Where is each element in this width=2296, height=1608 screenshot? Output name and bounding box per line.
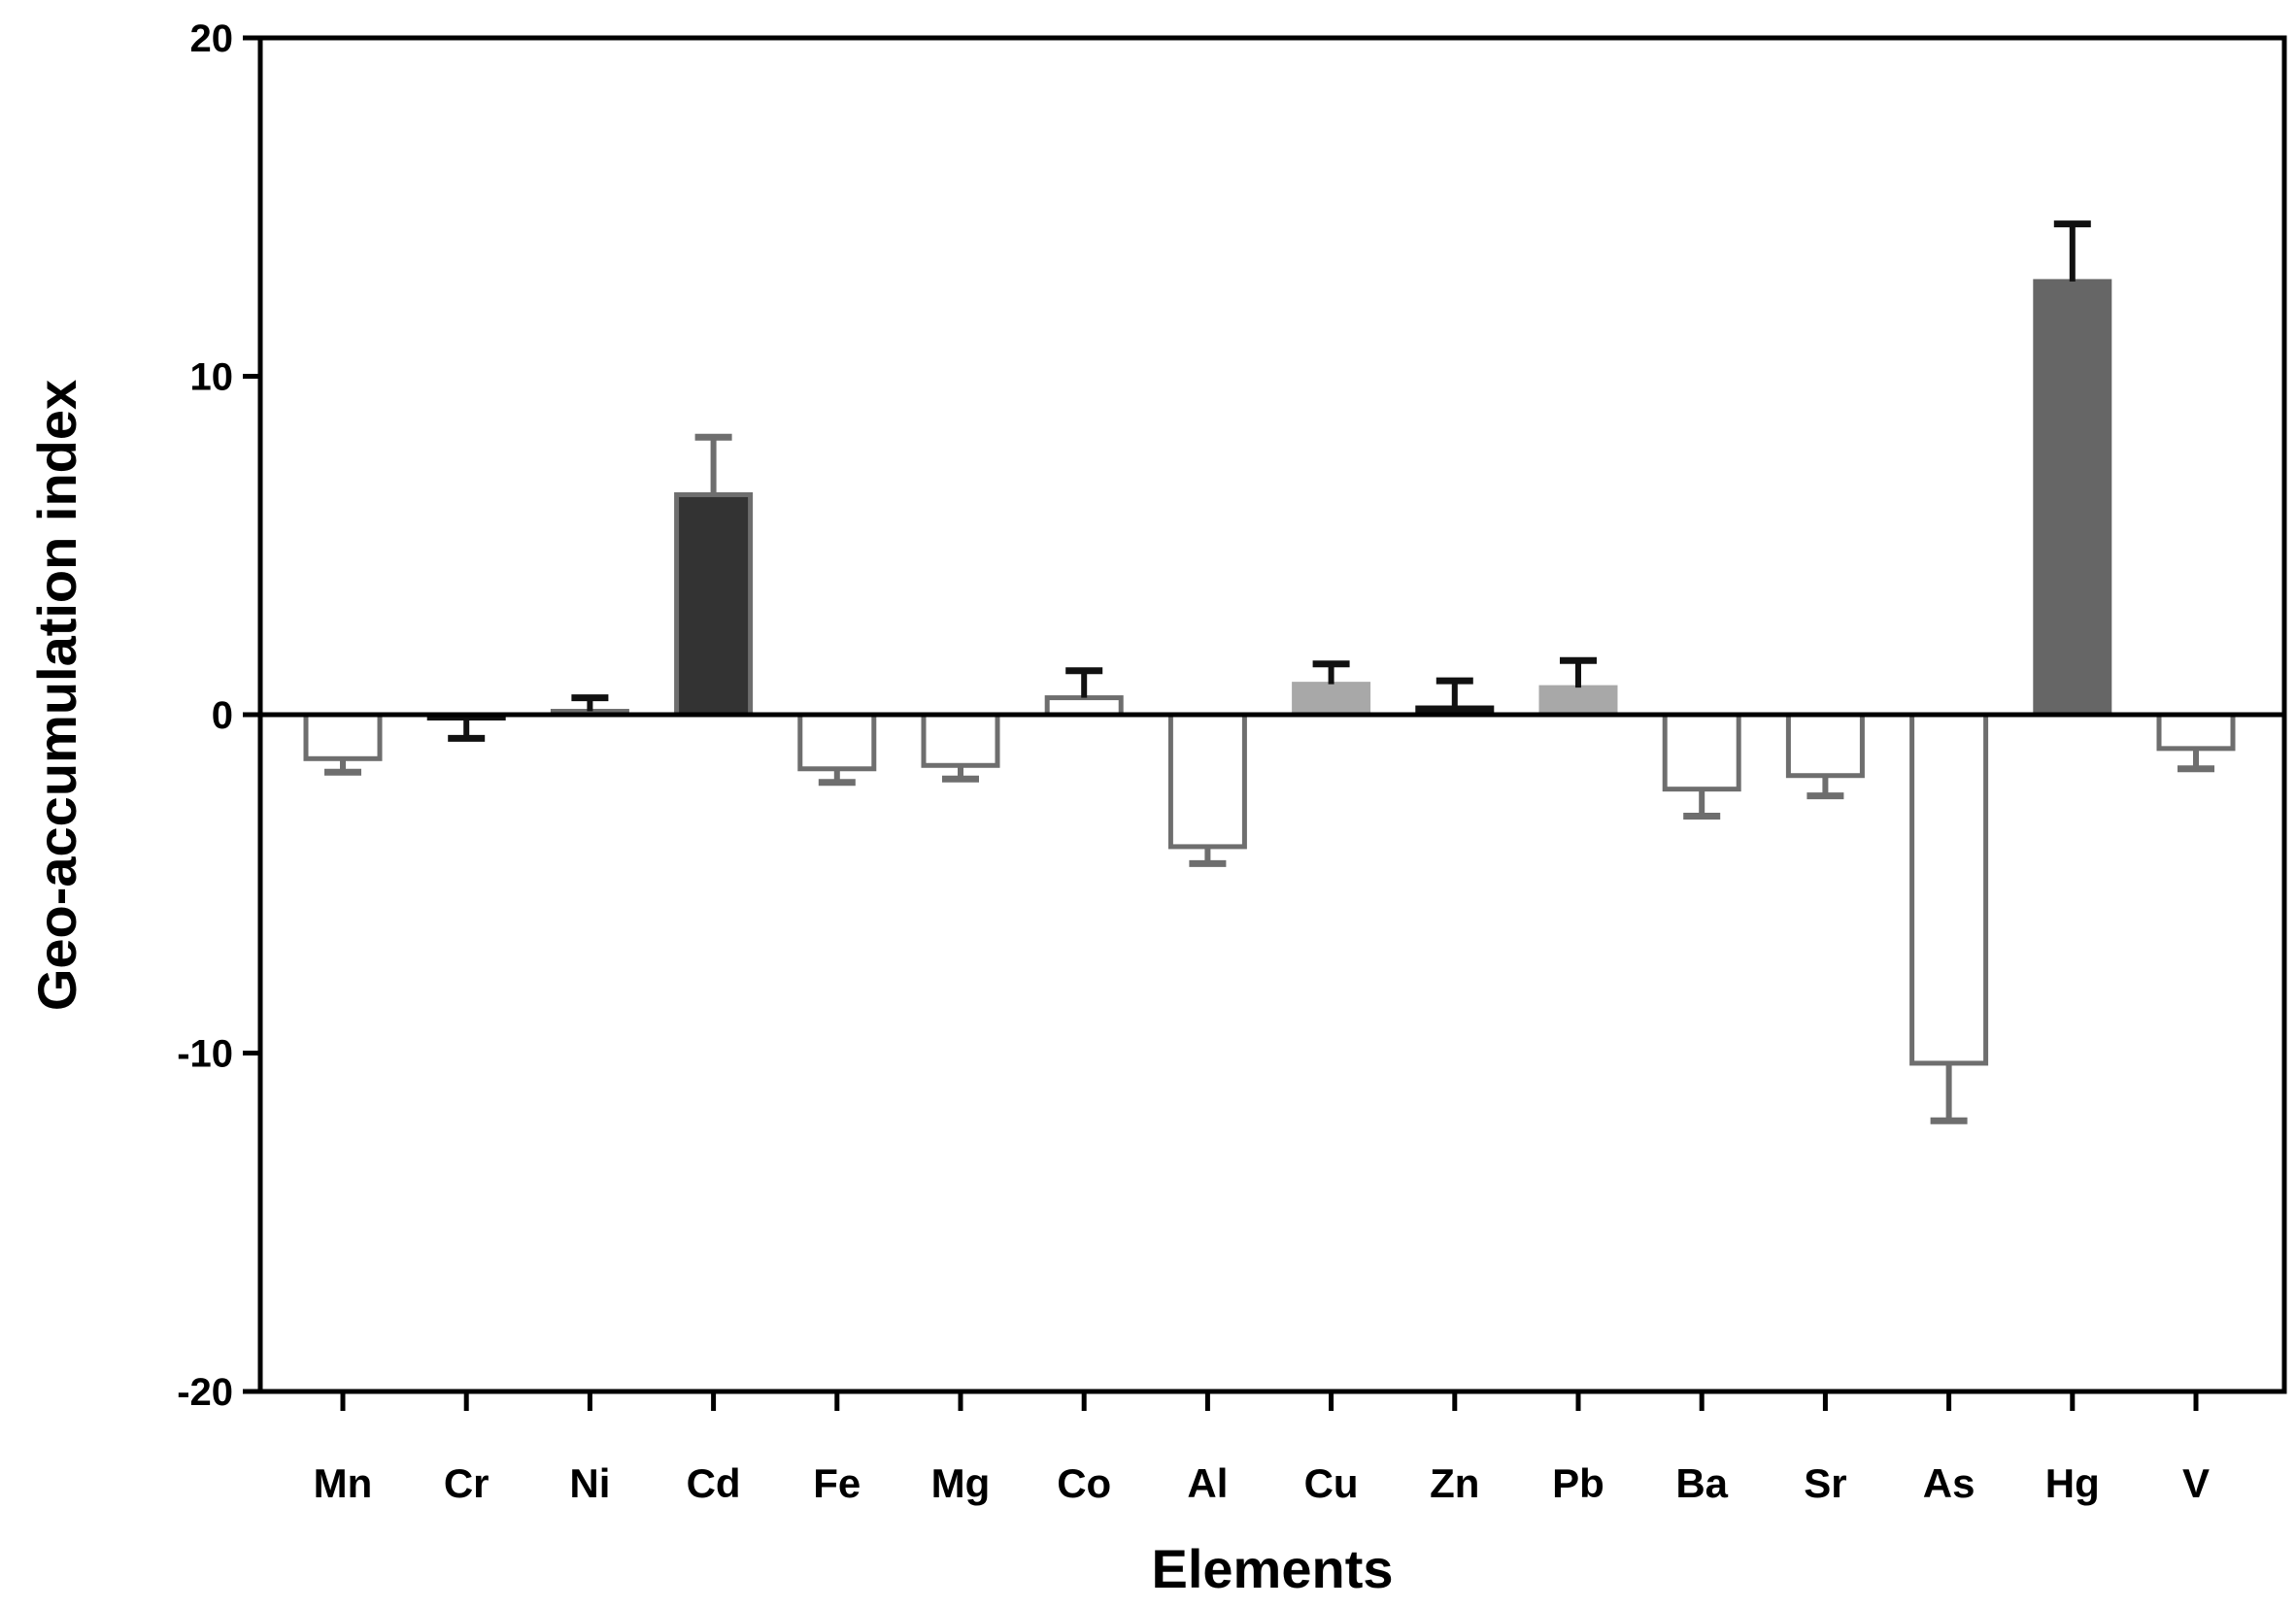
x-tick-label: Mn [314, 1460, 373, 1506]
x-tick-label: Sr [1804, 1460, 1846, 1506]
x-tick-label: Cu [1304, 1460, 1359, 1506]
x-axis-title: Elements [1152, 1538, 1394, 1599]
x-axis: Mn Cr Ni Cd Fe Mg Co Al Cu Zn Pb Ba Sr As Hg V [314, 1391, 2210, 1506]
x-tick-label: V [2182, 1460, 2210, 1506]
bar-as [1909, 712, 1989, 1066]
x-tick-label: Ba [1675, 1460, 1728, 1506]
y-tick-label: 20 [190, 17, 234, 60]
bar-sr [1785, 712, 1865, 779]
bar-mg [921, 712, 1000, 768]
x-tick-label: Hg [2045, 1460, 2100, 1506]
bar-pb [1538, 685, 1618, 718]
x-tick-label: Co [1057, 1460, 1111, 1506]
x-tick-label: Cr [444, 1460, 490, 1506]
bar-al [1167, 712, 1247, 850]
y-axis: -20 -10 0 10 20 [177, 17, 260, 1414]
y-tick-label: 0 [212, 694, 233, 737]
bar-ba [1662, 712, 1741, 792]
bar-fe [797, 712, 877, 772]
bar-co [1044, 695, 1124, 718]
y-tick-label: -20 [177, 1371, 233, 1414]
x-tick-label: Ni [569, 1460, 610, 1506]
x-tick-label: Al [1187, 1460, 1228, 1506]
bar-cu [1292, 682, 1371, 718]
x-tick-label: As [1923, 1460, 1975, 1506]
error-bars-layer [324, 220, 2214, 1124]
x-tick-label: Pb [1552, 1460, 1604, 1506]
x-tick-label: Zn [1430, 1460, 1479, 1506]
y-tick-label: 10 [190, 356, 234, 399]
bar-v [2156, 712, 2236, 752]
x-tick-label: Mg [931, 1460, 991, 1506]
bar-hg [2033, 279, 2112, 718]
bars-layer [303, 279, 2236, 1066]
bar-mn [303, 712, 383, 761]
bar-cd [674, 491, 754, 718]
x-tick-label: Fe [813, 1460, 861, 1506]
y-tick-label: -10 [177, 1033, 233, 1076]
y-axis-title: Geo-accumulation index [26, 380, 87, 1011]
x-tick-label: Cd [687, 1460, 741, 1506]
